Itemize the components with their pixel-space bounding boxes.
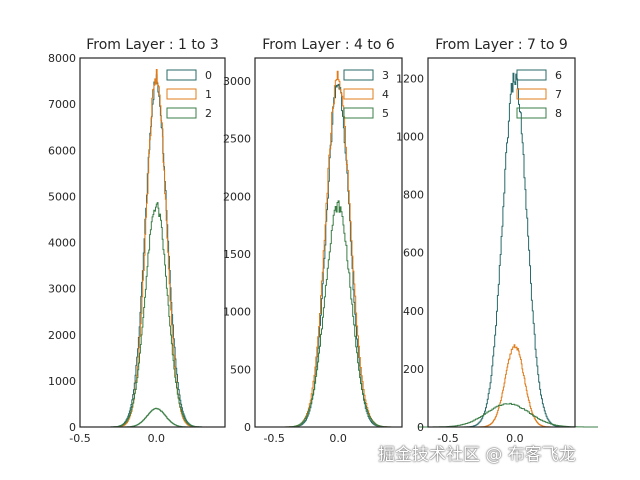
histogram-series-0 [110,74,202,428]
histogram-series-extra [117,407,195,428]
y-tick-label: 800 [403,189,424,202]
histogram-series-2 [110,202,203,428]
y-tick-label: 3000 [223,75,251,88]
y-tick-label: 500 [230,363,251,376]
axes-frame [254,57,403,428]
y-tick-label: 1000 [396,130,424,143]
histogram-series-6 [463,72,566,428]
panel-title: From Layer : 1 to 3 [86,37,219,53]
y-tick-label: 4000 [48,237,76,250]
x-tick-label: -0.5 [437,432,458,445]
legend-item-4: 4 [343,88,389,101]
legend-item-5: 5 [343,107,389,120]
legend-item-0: 0 [166,69,212,82]
y-tick-label: 2000 [48,329,76,342]
y-tick-label: 0 [417,421,424,434]
legend-label: 2 [205,107,212,120]
panel-title: From Layer : 7 to 9 [435,37,568,53]
histogram-series-3 [289,83,387,428]
x-tick-label: 0.0 [506,432,524,445]
legend-label: 5 [382,107,389,120]
panel-title: From Layer : 4 to 6 [262,37,395,53]
y-tick-label: 8000 [48,52,76,65]
legend-swatch [343,107,374,119]
legend-swatch [343,88,374,100]
legend-label: 0 [205,69,212,82]
y-tick-label: 6000 [48,144,76,157]
legend-label: 7 [555,88,562,101]
legend-item-8: 8 [516,107,562,120]
y-tick-label: 1500 [223,248,251,261]
legend-item-3: 3 [343,69,389,82]
x-tick-label: -0.5 [263,432,284,445]
panel-3: From Layer : 7 to 9 0 200 400 600 800 1000 1200… [396,37,598,445]
y-tick-label: 7000 [48,98,76,111]
axes-frame [427,57,576,428]
legend-swatch [166,88,197,100]
histogram-series-7 [475,344,555,428]
legend-swatch [516,69,547,81]
y-tick-label: 0 [69,421,76,434]
legend-label: 6 [555,69,562,82]
legend-swatch [516,107,547,119]
axes-frame [79,57,226,428]
legend-label: 1 [205,88,212,101]
y-tick-label: 1000 [223,306,251,319]
legend-label: 4 [382,88,389,101]
x-tick-label: 0.0 [148,432,166,445]
x-tick-label: 0.0 [329,432,347,445]
histogram-series-4 [286,70,390,428]
legend-swatch [166,107,197,119]
y-tick-label: 600 [403,247,424,260]
y-tick-label: 1000 [48,375,76,388]
y-tick-label: 400 [403,305,424,318]
legend-item-2: 2 [166,107,212,120]
panel-2: From Layer : 4 to 6 0 500 1000 1500 2000 2500 3… [223,37,403,445]
legend-label: 8 [555,107,562,120]
legend-swatch [343,69,374,81]
y-tick-label: 0 [244,421,251,434]
legend-item-1: 1 [166,88,212,101]
legend-swatch [516,88,547,100]
panel-1: From Layer : 1 to 3 0 1000 2000 3000 4000 5000… [48,37,226,445]
y-tick-label: 1200 [396,72,424,85]
legend-item-6: 6 [516,69,562,82]
x-tick-label: -0.5 [69,432,90,445]
y-tick-label: 2500 [223,133,251,146]
histogram-series-1 [114,69,199,428]
watermark: 掘金技术社区 @ 布客飞龙 [378,445,576,465]
legend-item-7: 7 [516,88,562,101]
y-tick-label: 5000 [48,190,76,203]
legend-label: 3 [382,69,389,82]
y-tick-label: 3000 [48,283,76,296]
legend-swatch [166,69,197,81]
y-tick-label: 200 [403,363,424,376]
histogram-series-8 [418,402,598,428]
y-tick-label: 2000 [223,190,251,203]
histogram-series-5 [284,200,392,428]
